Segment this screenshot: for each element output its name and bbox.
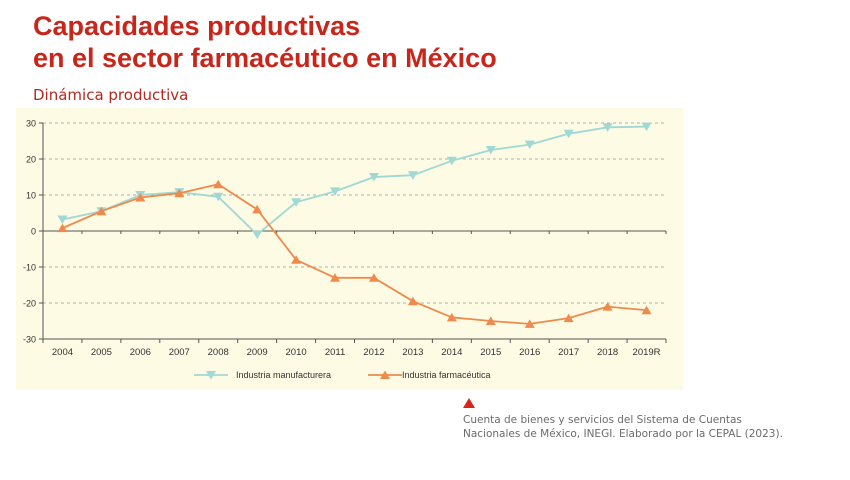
page-title: Capacidades productivas en el sector far… <box>33 10 497 74</box>
point-farmaceutica <box>602 302 613 311</box>
point-manufacturera <box>368 173 379 182</box>
x-tick-label: 2006 <box>130 347 151 358</box>
point-farmaceutica <box>524 319 535 328</box>
point-farmaceutica <box>291 255 302 264</box>
point-farmaceutica <box>174 188 185 198</box>
x-tick-label: 2008 <box>208 347 229 358</box>
point-farmaceutica <box>446 312 457 322</box>
y-tick-label: 20 <box>26 155 36 165</box>
y-tick-label: 30 <box>26 119 36 129</box>
x-tick-label: 2016 <box>519 347 540 358</box>
point-manufacturera <box>330 187 341 196</box>
x-tick-label: 2015 <box>480 347 501 358</box>
legend-label-manufacturera: Industria manufacturera <box>236 370 331 380</box>
x-tick-label: 2009 <box>247 347 268 358</box>
point-farmaceutica <box>330 273 341 282</box>
point-farmaceutica <box>407 296 418 306</box>
point-manufacturera <box>524 140 535 150</box>
point-farmaceutica <box>563 313 574 323</box>
y-tick-label: 0 <box>31 227 36 237</box>
point-manufacturera <box>485 146 496 155</box>
point-farmaceutica <box>641 305 652 315</box>
point-manufacturera <box>407 171 418 180</box>
point-farmaceutica <box>96 206 107 216</box>
series-line-farmaceutica <box>62 183 647 325</box>
title-line-1: Capacidades productivas <box>33 11 361 41</box>
chart-subtitle: Dinámica productiva <box>33 86 189 104</box>
point-farmaceutica <box>252 204 263 214</box>
source-note: Cuenta de bienes y servicios del Sistema… <box>463 398 783 441</box>
point-manufacturera <box>641 122 652 132</box>
point-manufacturera <box>563 129 574 139</box>
red-triangle-icon <box>463 398 475 408</box>
point-manufacturera <box>291 198 302 207</box>
point-farmaceutica <box>135 193 146 202</box>
legend-marker-manufacturera <box>206 371 216 380</box>
point-farmaceutica <box>485 316 496 325</box>
point-manufacturera <box>602 123 613 132</box>
point-farmaceutica <box>368 273 379 282</box>
x-tick-label: 2012 <box>363 347 384 358</box>
x-tick-label: 2017 <box>558 347 579 358</box>
x-tick-label: 2018 <box>597 347 618 358</box>
y-tick-label: -30 <box>23 335 36 345</box>
y-tick-label: -20 <box>23 299 36 309</box>
x-tick-label: 2011 <box>325 347 345 358</box>
source-line-2: Nacionales de México, INEGI. Elaborado p… <box>463 428 783 440</box>
x-tick-label: 2013 <box>402 347 423 358</box>
source-line-1: Cuenta de bienes y servicios del Sistema… <box>463 414 742 426</box>
x-tick-label: 2007 <box>169 347 190 358</box>
x-tick-label: 2010 <box>286 347 307 358</box>
y-tick-label: -10 <box>23 263 36 273</box>
x-tick-label: 2014 <box>441 347 462 358</box>
title-line-2: en el sector farmacéutico en México <box>33 43 497 73</box>
point-manufacturera <box>213 192 224 202</box>
legend-label-farmaceutica: Industria farmacéutica <box>402 370 491 380</box>
series-line-manufacturera <box>62 125 647 236</box>
chart-panel: 30 20 10 0 -10 -20 -30 2004 2005 2006 2007 2008 2009… <box>16 108 683 390</box>
point-manufacturera <box>446 156 457 166</box>
point-manufacturera <box>57 215 68 224</box>
x-tick-label: 2004 <box>52 347 73 358</box>
x-tick-label: 2019R <box>633 347 661 358</box>
point-manufacturera <box>252 230 263 240</box>
x-tick-label: 2005 <box>91 347 112 358</box>
y-tick-label: 10 <box>26 191 36 201</box>
point-farmaceutica <box>57 223 68 233</box>
point-farmaceutica <box>213 179 224 189</box>
legend-marker-farmaceutica <box>380 370 390 379</box>
